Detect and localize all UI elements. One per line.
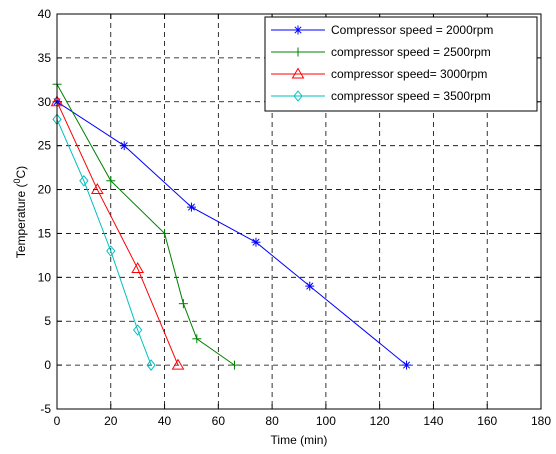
y-tick-label: -5	[40, 402, 51, 416]
x-tick-label: 20	[104, 414, 118, 428]
legend-swatch-marker	[293, 90, 303, 102]
legend-label: compressor speed = 2500rpm	[331, 45, 491, 59]
series-4-point	[146, 359, 156, 371]
y-tick-label: 20	[38, 183, 52, 197]
legend-label: compressor speed= 3000rpm	[331, 67, 487, 81]
series-3-line	[56, 101, 179, 366]
series-4-point	[133, 324, 143, 336]
x-axis-label: Time (min)	[271, 433, 328, 447]
series-4	[52, 113, 156, 371]
y-axis-label-superscript: 0	[12, 178, 22, 183]
y-tick-label: 35	[38, 51, 52, 65]
series-2-point	[160, 228, 170, 238]
legend-swatch-marker	[293, 25, 303, 35]
series-3-point	[131, 262, 145, 274]
legend-entry-3: compressor speed= 3000rpm	[271, 67, 487, 81]
series-2-point	[192, 334, 202, 344]
x-tick-label: 120	[370, 414, 390, 428]
x-tick-label: 140	[423, 414, 443, 428]
legend-box	[264, 16, 538, 112]
series-2-line	[56, 83, 235, 366]
x-tick-label: 100	[316, 414, 336, 428]
series-4-line	[56, 119, 152, 366]
y-tick-label: 0	[44, 358, 51, 372]
series-1-line	[56, 101, 407, 366]
y-tick-label: 30	[38, 95, 52, 109]
series-4-point	[106, 245, 116, 257]
legend-entry-4: compressor speed = 3500rpm	[271, 89, 491, 103]
series-layer	[50, 79, 412, 371]
y-tick-label: 15	[38, 226, 52, 240]
y-axis-label: Temperature (0C)	[12, 166, 28, 258]
plot-frame	[56, 13, 542, 410]
series-2-point	[229, 360, 239, 370]
series-1-point	[251, 237, 261, 247]
legend-label: Compressor speed = 2000rpm	[331, 23, 493, 37]
series-1-point	[119, 141, 129, 151]
legend-swatch-marker	[293, 47, 303, 57]
series-1-point	[186, 202, 196, 212]
y-tick-label: 25	[38, 139, 52, 153]
series-2-point	[106, 176, 116, 186]
series-3-point	[171, 358, 185, 370]
legend: Compressor speed = 2000rpm compressor spe…	[264, 16, 538, 112]
y-tick-label: 10	[38, 270, 52, 284]
x-tick-label: 80	[265, 414, 279, 428]
x-tick-label: 0	[54, 414, 61, 428]
legend-label: compressor speed = 3500rpm	[331, 89, 491, 103]
x-tick-label: 40	[158, 414, 172, 428]
x-tick-label: 160	[477, 414, 497, 428]
y-axis-label-suffix: C)	[14, 166, 28, 179]
series-4-point	[79, 174, 89, 187]
series-1-point	[402, 360, 412, 370]
series-1-point	[305, 281, 315, 291]
legend-entry-1: Compressor speed = 2000rpm	[271, 23, 493, 37]
legend-swatch-marker	[291, 67, 305, 79]
y-tick-label: 5	[44, 314, 51, 328]
series-2-point	[178, 299, 188, 309]
series-2	[52, 79, 239, 370]
x-tick-label: 180	[531, 414, 551, 428]
legend-entry-2: compressor speed = 2500rpm	[271, 45, 491, 59]
y-axis-label-prefix: Temperature (	[14, 183, 28, 258]
axis-ticks: 0 20 40 60 80 100 120 140 160 180-505101520253035…	[38, 7, 552, 428]
series-3-point	[90, 183, 104, 195]
series-3	[50, 95, 185, 370]
y-tick-label: 40	[38, 7, 52, 21]
x-tick-label: 60	[212, 414, 226, 428]
